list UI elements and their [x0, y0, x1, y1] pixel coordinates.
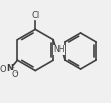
Text: +: + — [10, 65, 15, 70]
Text: O: O — [0, 65, 6, 74]
Text: Cl: Cl — [31, 11, 39, 20]
Text: N: N — [6, 64, 13, 73]
Text: NH: NH — [53, 45, 65, 54]
Text: ⁻: ⁻ — [15, 71, 19, 77]
Text: O: O — [11, 70, 18, 79]
